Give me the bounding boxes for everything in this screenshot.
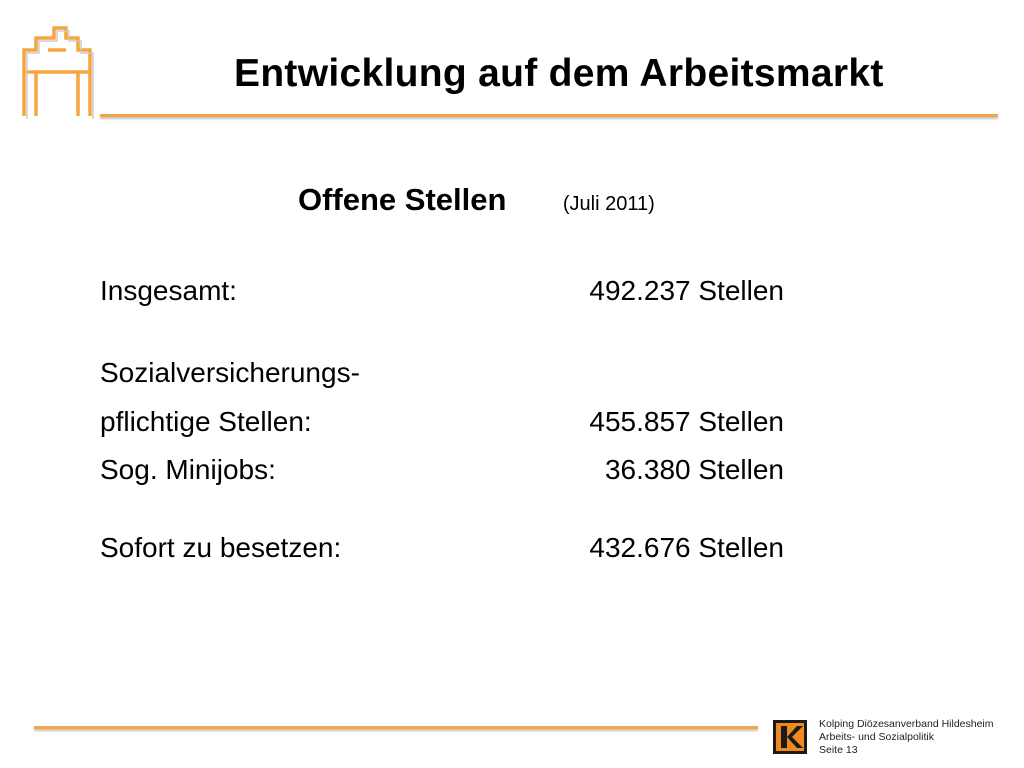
title-divider (100, 114, 998, 117)
row-label: Insgesamt: (100, 275, 237, 306)
row-value: 492.237 Stellen (589, 275, 784, 306)
row-value: 36.380 Stellen (604, 454, 784, 485)
section-heading: Offene Stellen (Juli 2011) (298, 182, 655, 218)
list-item: Sofort zu besetzen: 432.676 Stellen (100, 530, 800, 566)
row-value: 432.676 Stellen (589, 532, 784, 563)
footer-divider (34, 726, 758, 729)
list-item: Sozialversicherungs- (100, 355, 800, 391)
footer-info: Kolping Diözesanverband Hildesheim Arbei… (819, 718, 994, 757)
list-item: Sog. Minijobs: 36.380 Stellen (100, 452, 800, 488)
list-item: Insgesamt: 492.237 Stellen (100, 273, 800, 309)
row-label: Sozialversicherungs- (100, 357, 360, 388)
list-item: pflichtige Stellen: 455.857 Stellen (100, 404, 800, 440)
row-label: Sofort zu besetzen: (100, 532, 342, 563)
section-heading-date: (Juli 2011) (562, 193, 655, 215)
row-label: Sog. Minijobs: (100, 454, 276, 485)
page-title: Entwicklung auf dem Arbeitsmarkt (234, 52, 884, 95)
row-label: pflichtige Stellen: (100, 406, 312, 437)
footer-org: Kolping Diözesanverband Hildesheim (819, 718, 994, 730)
section-heading-label: Offene Stellen (298, 182, 507, 217)
footer-department: Arbeits- und Sozialpolitik (819, 731, 934, 743)
row-value: 455.857 Stellen (589, 406, 784, 437)
footer-page-number: Seite 13 (819, 744, 858, 756)
kolping-k-logo-icon (773, 720, 807, 754)
building-logo-icon (22, 26, 94, 119)
